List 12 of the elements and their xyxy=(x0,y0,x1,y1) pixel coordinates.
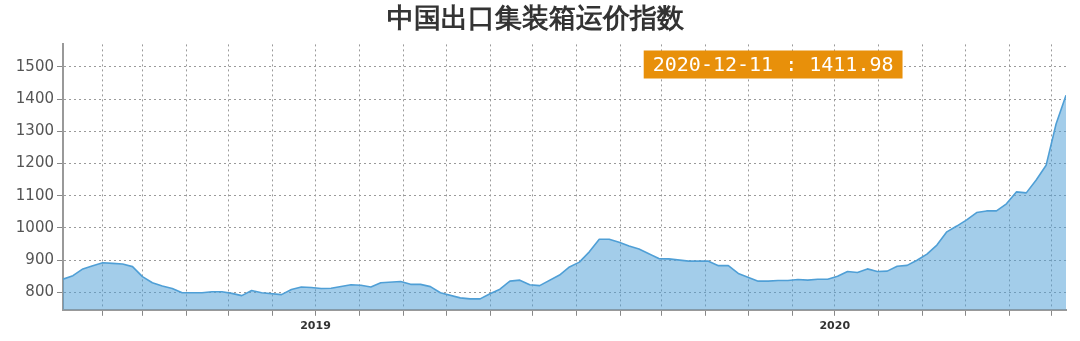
y-tick-label: 900 xyxy=(25,250,54,269)
y-tick-label: 1000 xyxy=(15,217,54,236)
y-tick-label: 1100 xyxy=(15,185,54,204)
y-tick-label: 800 xyxy=(25,282,54,301)
y-tick-label: 1500 xyxy=(15,56,54,75)
x-tick-label: 2020 xyxy=(819,319,851,333)
x-tick-label: 2019 xyxy=(300,319,331,333)
y-tick-label: 1400 xyxy=(15,89,54,108)
annotation: 2020-12-11 : 1411.98 xyxy=(652,51,894,76)
chart-title: 中国出口集装箱运价指数 xyxy=(386,2,685,34)
y-tick-label: 1300 xyxy=(15,121,54,140)
y-tick-label: 1200 xyxy=(15,153,54,172)
